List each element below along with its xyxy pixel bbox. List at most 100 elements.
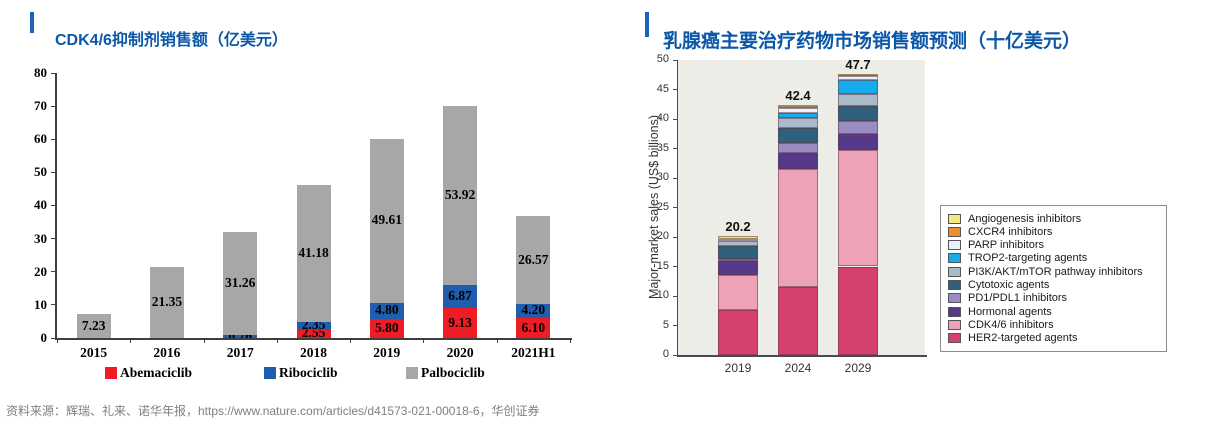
value-label: 6.10	[521, 319, 546, 335]
legend-item-palbociclib: Palbociclib	[406, 365, 485, 381]
x-tick	[276, 338, 278, 343]
y-tick	[51, 72, 57, 74]
y-tick	[51, 105, 57, 107]
legend-swatch-trop2-targeting-agents	[948, 253, 961, 264]
y-tick	[673, 354, 678, 356]
legend-item-cdk4-6-inhibitors: CDK4/6 inhibitors	[948, 319, 1159, 332]
bar-segment-ribociclib	[369, 302, 404, 319]
bar-segment-abemaciclib	[516, 317, 551, 338]
bar-segment-pd1-pdl1-inhibitors	[718, 258, 758, 261]
y-tick	[673, 236, 678, 238]
y-tick	[51, 271, 57, 273]
bar-segment-ribociclib	[443, 285, 478, 308]
bar-segment-abemaciclib	[296, 329, 331, 338]
y-tick	[51, 138, 57, 140]
legend-item-ribociclib: Ribociclib	[264, 365, 338, 381]
y-tick-label: 15	[656, 259, 669, 272]
y-axis	[55, 73, 57, 340]
y-axis-title: Major-market sales (US$ billions)	[647, 114, 661, 299]
legend-item-cxcr4-inhibitors: CXCR4 inhibitors	[948, 225, 1159, 238]
value-label: 4.80	[374, 302, 399, 318]
left-title-accent-bar	[30, 12, 34, 33]
bar-segment-cdk4-6-inhibitors	[838, 149, 878, 267]
bar-segment-trop2-targeting-agents	[778, 112, 818, 119]
legend-label: Hormonal agents	[968, 305, 1052, 318]
legend-swatch-cxcr4-inhibitors	[948, 226, 961, 237]
value-label: 31.26	[225, 275, 256, 291]
legend-swatch-palbociclib	[406, 367, 418, 379]
y-tick-label: 10	[34, 296, 47, 312]
total-label: 47.7	[845, 56, 871, 72]
value-label: 21.35	[151, 294, 183, 310]
bar-segment-pi3k-akt-mtor-pathway-inhibitors	[778, 118, 818, 129]
bar-segment-pi3k-akt-mtor-pathway-inhibitors	[718, 240, 758, 246]
y-tick	[673, 89, 678, 90]
bar-segment-her2-targeted-agents	[838, 266, 878, 355]
left-chart-title: CDK4/6抑制剂销售额（亿美元）	[55, 32, 288, 50]
y-tick	[51, 205, 57, 206]
x-tick	[570, 338, 571, 343]
right-chart-title: 乳腺癌主要治疗药物市场销售额预测（十亿美元）	[663, 30, 1082, 52]
y-tick-label: 20	[34, 263, 47, 279]
bar-segment-pd1-pdl1-inhibitors	[838, 121, 878, 135]
x-axis	[676, 355, 927, 357]
total-label: 42.4	[785, 87, 811, 103]
legend-item-pi3k-akt-mtor-pathway-inhibitors: PI3K/AKT/mTOR pathway inhibitors	[948, 265, 1159, 278]
legend-swatch-pd1-pdl1-inhibitors	[948, 293, 961, 304]
bar-segment-parp-inhibitors	[718, 238, 758, 241]
y-tick	[51, 337, 57, 339]
bar-segment-angiogenesis-inhibitors	[718, 235, 758, 239]
x-axis-label: 2020	[446, 345, 474, 360]
legend-item-her2-targeted-agents: HER2-targeted agents	[948, 332, 1159, 345]
y-tick-label: 40	[34, 197, 47, 213]
bar-segment-hormonal-agents	[838, 134, 878, 150]
legend-swatch-cytotoxic-agents	[948, 280, 961, 291]
value-label: 6.87	[448, 288, 472, 303]
legend-swatch-pi3k-akt-mtor-pathway-inhibitors	[948, 266, 961, 277]
value-label: 26.57	[518, 251, 549, 267]
y-tick-label: 45	[656, 82, 669, 95]
y-tick-label: 0	[40, 329, 48, 345]
bar-segment-parp-inhibitors	[838, 75, 878, 81]
value-label: 4.20	[521, 302, 546, 318]
x-axis-label: 2017	[226, 345, 254, 360]
value-label: 7.23	[81, 317, 106, 333]
value-label: 53.92	[444, 187, 476, 203]
x-tick	[130, 338, 132, 343]
x-tick	[496, 338, 498, 343]
x-axis-label: 2016	[153, 345, 181, 360]
x-axis	[55, 338, 572, 340]
legend-swatch-abemaciclib	[105, 367, 117, 379]
y-tick	[673, 177, 678, 179]
x-axis-label: 2029	[844, 361, 872, 375]
legend-label: Cytotoxic agents	[968, 279, 1050, 292]
legend-swatch-her2-targeted-agents	[948, 333, 961, 344]
bar-segment-cdk4-6-inhibitors	[778, 168, 818, 288]
y-tick-label: 20	[656, 230, 669, 243]
total-label: 20.2	[725, 218, 751, 234]
legend-label: Ribociclib	[279, 365, 338, 380]
y-tick-label: 25	[656, 200, 669, 213]
bar-segment-palbociclib	[76, 314, 111, 338]
bar-segment-her2-targeted-agents	[778, 287, 818, 355]
legend-label: HER2-targeted agents	[968, 332, 1078, 345]
y-tick-label: 80	[34, 64, 47, 80]
y-axis	[676, 60, 678, 357]
bar-segment-cytotoxic-agents	[718, 245, 758, 259]
bar-segment-her2-targeted-agents	[718, 309, 758, 355]
bar-segment-palbociclib	[149, 267, 184, 338]
value-label: 41.18	[298, 245, 329, 261]
y-tick-label: 30	[34, 230, 47, 246]
y-tick	[51, 171, 57, 173]
legend-item-parp-inhibitors: PARP inhibitors	[948, 239, 1159, 252]
y-tick	[673, 295, 678, 297]
x-axis-label: 2021H1	[511, 345, 556, 360]
y-tick	[673, 118, 678, 120]
y-tick-label: 35	[656, 141, 669, 154]
legend-label: CDK4/6 inhibitors	[968, 319, 1054, 332]
bar-segment-hormonal-agents	[718, 260, 758, 275]
bar-segment-angiogenesis-inhibitors	[838, 73, 878, 75]
y-tick-label: 60	[34, 131, 47, 147]
x-tick	[350, 338, 352, 343]
x-tick	[203, 338, 205, 343]
